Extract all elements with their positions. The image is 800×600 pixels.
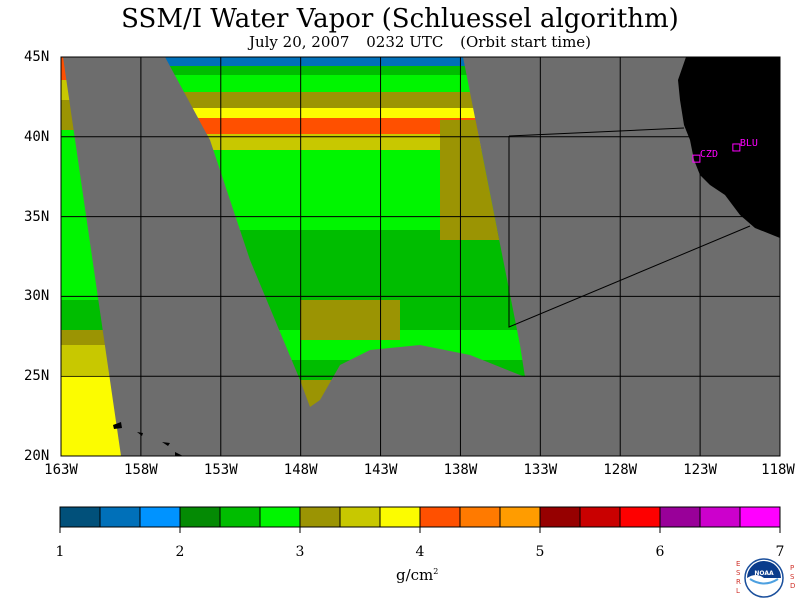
latitude-label: 40N [24,128,50,145]
left-swath-band [61,345,110,375]
subtitle-date: July 20, 2007 [248,33,350,51]
latitude-label: 25N [24,368,50,385]
subtitle-note: (Orbit start time) [460,33,592,51]
colorbar-tick-label: 4 [415,544,425,560]
colorbar-swatch [260,507,300,527]
longitude-label: 138W [443,462,478,478]
longitude-label: 148W [283,462,318,478]
middle-swath-band [165,92,525,108]
colorbar-swatch [700,507,740,527]
colorbar-tick-label: 2 [175,544,185,560]
colorbar-units: g/cm2 [396,566,438,584]
logo-letter: L [736,587,740,595]
colorbar-swatch [60,507,100,527]
logo-letter: S [790,573,795,581]
colorbar-swatch [380,507,420,527]
land-north-america [678,57,780,238]
middle-swath-band [165,75,525,92]
logo-badge-text: NOAA [754,570,774,577]
middle-swath-band [165,134,525,150]
colorbar-swatch [340,507,380,527]
latitude-label: 45N [24,49,50,65]
station-marker-icon [692,154,701,163]
logo-letter: P [790,564,795,572]
longitude-label: 118W [761,462,795,478]
latitude-label: 35N [24,208,50,225]
colorbar-swatch [220,507,260,527]
hawaii-island [175,452,183,456]
domain-boundary [508,127,685,137]
left-swath-band [61,375,121,456]
hawaii-island [137,432,143,436]
colorbar-swatch [660,507,700,527]
chart-subtitle: July 20, 2007 0232 UTC (Orbit start time… [0,34,800,50]
hawaii-island [162,442,170,446]
map-frame [60,56,781,457]
longitude-label: 143W [363,462,398,478]
longitude-label: 133W [523,462,558,478]
station-label: CZD [700,149,718,160]
station-label: BLU [740,138,758,149]
domain-boundary [508,136,751,328]
colorbar-swatch [180,507,220,527]
middle-swath-band [165,108,525,118]
middle-swath-band [165,57,525,66]
left-swath-band [61,330,105,345]
high-vapor-band [195,118,295,134]
units-exponent: 2 [433,567,439,576]
longitude-label: 128W [603,462,638,478]
longitude-label: 123W [683,462,717,478]
latitude-label: 30N [24,288,50,305]
longitude-label: 153W [203,462,238,478]
left-swath-band [61,300,103,330]
low-vapor-patch [300,300,400,340]
water-vapor-map: CZD BLU [60,56,781,457]
chart-title: SSM/I Water Vapor (Schluessel algorithm) [121,4,679,34]
logo-letter: S [736,569,741,577]
colorbar-swatch [580,507,620,527]
colorbar-tick-label: 3 [295,544,305,560]
colorbar-tick-label: 5 [535,544,545,560]
colorbar-swatch [620,507,660,527]
colorbar-swatch [460,507,500,527]
middle-swath-band [165,66,525,75]
colorbar-swatch [300,507,340,527]
colorbar-swatch [540,507,580,527]
left-swath-band [61,57,67,80]
latitude-label: 20N [24,448,50,464]
left-swath-band [61,100,74,130]
colorbar-swatch [500,507,540,527]
colorbar-tick-label: 1 [55,544,65,560]
station-marker-icon [732,143,741,152]
colorbar [59,506,781,533]
subtitle-time: 0232 UTC [366,33,444,51]
hawaii-island [113,422,122,429]
colorbar-tick-label: 6 [655,544,665,560]
longitude-label: 163W [44,462,78,478]
colorbar-swatch [140,507,180,527]
longitude-label: 158W [124,462,158,478]
colorbar-swatch [100,507,140,527]
left-swath-band [61,80,70,100]
logo-letter: E [736,560,741,568]
logo-letter: R [736,578,741,586]
logo-letter: D [790,582,796,590]
colorbar-tick-label: 7 [775,544,785,560]
colorbar-swatch [420,507,460,527]
noaa-logo-icon [744,558,784,598]
units-text: g/cm [396,566,434,584]
left-swath-band [61,130,99,300]
colorbar-swatch [740,507,780,527]
